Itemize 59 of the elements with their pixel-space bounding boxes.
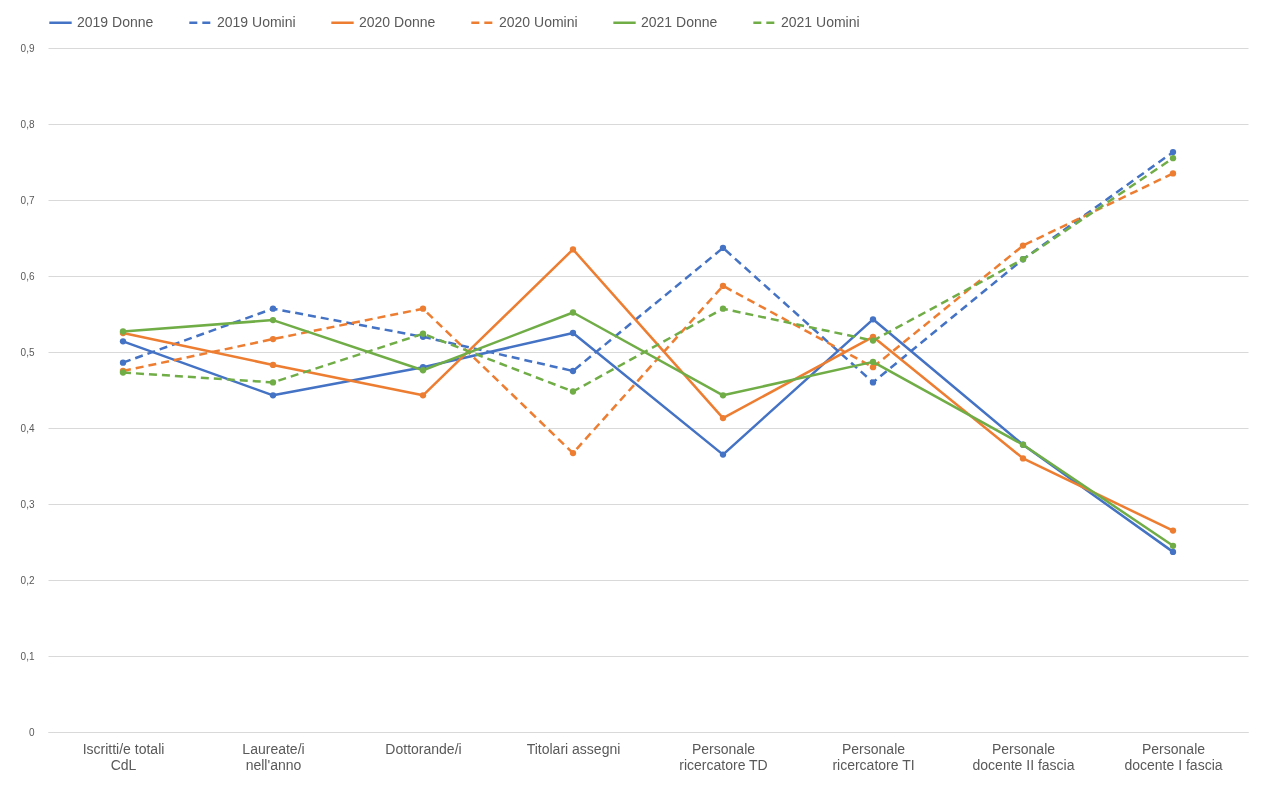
point bbox=[719, 305, 727, 312]
point bbox=[569, 449, 577, 457]
x-tick-label: Dottorande/i bbox=[385, 740, 462, 757]
point bbox=[569, 329, 577, 337]
y-tick-label: 0,4 bbox=[20, 422, 35, 434]
point bbox=[1169, 148, 1177, 156]
y-tick-label: 0,5 bbox=[20, 346, 35, 358]
point bbox=[719, 414, 727, 422]
x-tick-label: Titolari assegni bbox=[526, 740, 621, 757]
point bbox=[269, 305, 277, 312]
point bbox=[269, 335, 277, 343]
point bbox=[1169, 170, 1177, 177]
legend-label: 2021 Donne bbox=[641, 13, 718, 30]
point bbox=[1169, 542, 1177, 549]
point bbox=[119, 338, 127, 345]
point bbox=[1019, 455, 1027, 462]
y-tick-label: 0,8 bbox=[20, 118, 35, 130]
point bbox=[419, 392, 427, 399]
x-tick-label: Iscritti/e totali CdL bbox=[82, 740, 165, 773]
point bbox=[569, 367, 577, 375]
legend-label: 2020 Donne bbox=[359, 13, 436, 30]
y-tick-label: 0,9 bbox=[20, 42, 35, 54]
point bbox=[269, 361, 277, 369]
point bbox=[719, 392, 727, 399]
point bbox=[869, 358, 877, 366]
point bbox=[1019, 242, 1027, 249]
point bbox=[269, 316, 277, 324]
legend-label: 2019 Donne bbox=[77, 13, 154, 30]
point bbox=[119, 359, 127, 366]
y-tick-label: 0,1 bbox=[20, 650, 35, 662]
point bbox=[419, 305, 427, 312]
x-tick-label: Personale ricercatore TI bbox=[832, 740, 915, 773]
point bbox=[269, 392, 277, 399]
point bbox=[269, 379, 277, 386]
x-tick-label: Personale ricercatore TD bbox=[679, 740, 768, 773]
point bbox=[719, 451, 727, 458]
y-tick-label: 0,3 bbox=[20, 498, 35, 510]
y-tick-label: 0 bbox=[28, 726, 35, 738]
y-tick-label: 0,7 bbox=[20, 194, 35, 206]
point bbox=[719, 244, 727, 252]
point bbox=[869, 364, 877, 371]
point bbox=[869, 379, 877, 386]
point bbox=[1169, 155, 1177, 162]
x-tick-label: Personale docente I fascia bbox=[1124, 740, 1223, 773]
point bbox=[569, 309, 577, 316]
point bbox=[869, 316, 877, 323]
point bbox=[569, 246, 577, 253]
point bbox=[869, 337, 877, 344]
point bbox=[569, 388, 577, 395]
legend-label: 2021 Uomini bbox=[781, 13, 860, 30]
x-tick-label: Laureate/i nell'anno bbox=[242, 740, 305, 773]
point bbox=[1169, 548, 1177, 556]
point bbox=[719, 282, 727, 290]
y-tick-label: 0,6 bbox=[20, 270, 35, 282]
legend-label: 2019 Uomini bbox=[217, 13, 296, 30]
y-tick-label: 0,2 bbox=[20, 574, 35, 586]
x-tick-label: Personale docente II fascia bbox=[972, 740, 1075, 773]
point bbox=[1169, 527, 1177, 534]
legend-label: 2020 Uomini bbox=[499, 13, 578, 30]
